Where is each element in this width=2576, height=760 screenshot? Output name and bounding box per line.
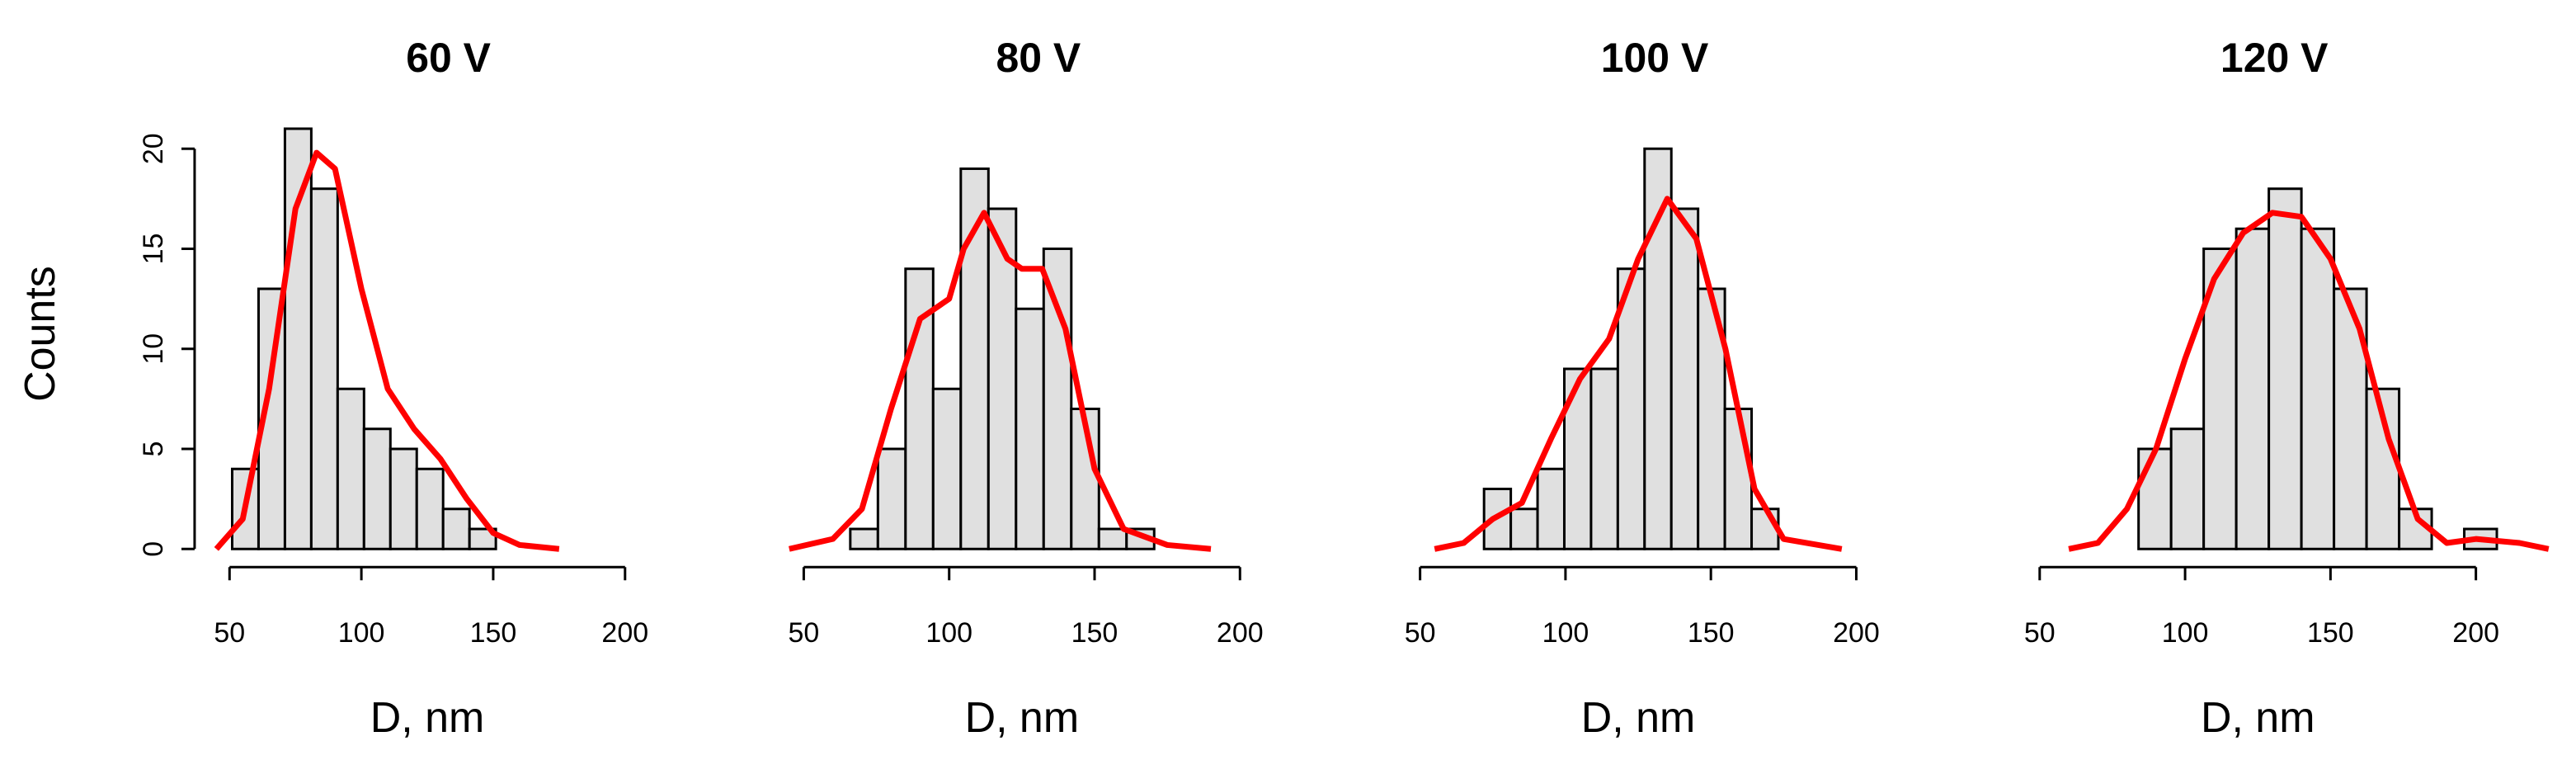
bar (1723, 408, 1754, 550)
x-axis-label: D, nm (2201, 694, 2315, 742)
y-axis-label: Counts (16, 266, 64, 402)
bar (2235, 227, 2271, 550)
density-curve (1434, 196, 1843, 552)
panel-title: 80 V (996, 35, 1081, 81)
x-tick-label: 200 (1217, 617, 1264, 649)
x-tick-label: 100 (2162, 617, 2209, 649)
bar (1589, 367, 1619, 550)
bar (283, 127, 313, 550)
y-tick-label: 20 (138, 133, 169, 164)
bar (309, 187, 339, 550)
x-tick-label: 50 (214, 617, 245, 649)
x-tick-label: 200 (1833, 617, 1880, 649)
bar (931, 387, 963, 550)
x-tick-label: 50 (1405, 617, 1436, 649)
x-tick-label: 150 (470, 617, 517, 649)
x-tick-label: 50 (2024, 617, 2056, 649)
x-axis-label: D, nm (370, 694, 485, 742)
bar (849, 527, 879, 550)
bar (336, 387, 365, 550)
x-tick-label: 150 (1071, 617, 1118, 649)
bar (1536, 467, 1566, 550)
bar (2137, 447, 2173, 550)
x-axis-label: D, nm (965, 694, 1080, 742)
x-tick-label: 100 (338, 617, 385, 649)
x-tick-label: 200 (2452, 617, 2499, 649)
bar (1562, 367, 1593, 550)
y-tick-label: 0 (138, 541, 169, 557)
bar (2169, 427, 2206, 550)
bar (362, 427, 392, 550)
bar (1669, 207, 1700, 550)
bar (1750, 507, 1780, 550)
x-tick-label: 200 (601, 617, 648, 649)
bar (2300, 227, 2336, 550)
density-curve (214, 149, 560, 552)
y-tick-label: 15 (138, 234, 169, 265)
bar (2365, 387, 2401, 550)
bar (2268, 187, 2303, 550)
bar (230, 467, 260, 550)
bar (1643, 147, 1673, 550)
x-tick-label: 150 (2307, 617, 2354, 649)
panel-title: 60 V (406, 35, 491, 81)
bar (1616, 267, 1646, 550)
bar (876, 447, 907, 550)
bar (389, 447, 418, 550)
bar (1097, 527, 1128, 550)
bar (441, 507, 471, 550)
density-curve (789, 210, 1212, 552)
bar (1042, 247, 1073, 550)
x-tick-label: 100 (1542, 617, 1589, 649)
x-tick-label: 100 (925, 617, 972, 649)
bar (1509, 507, 1539, 550)
x-tick-label: 150 (1688, 617, 1735, 649)
x-tick-label: 50 (789, 617, 820, 649)
x-axis-label: D, nm (1581, 694, 1696, 742)
density-curve (2068, 210, 2550, 552)
bar (1015, 307, 1045, 550)
y-tick-label: 5 (138, 441, 169, 457)
panel-title: 100 V (1601, 35, 1709, 81)
panel-title: 120 V (2220, 35, 2329, 81)
y-tick-label: 10 (138, 333, 169, 365)
bar (415, 467, 445, 550)
